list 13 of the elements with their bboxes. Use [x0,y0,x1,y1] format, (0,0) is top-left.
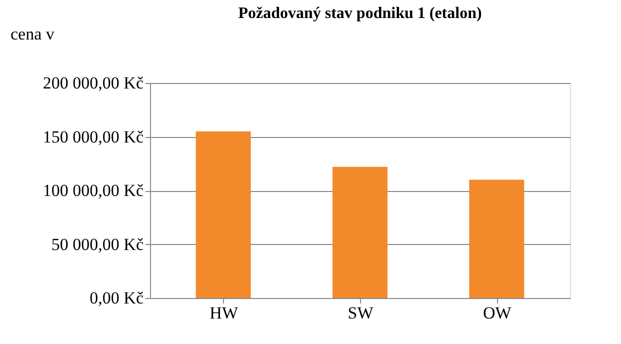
bar [332,166,388,298]
y-tick-label: 100 000,00 Kč [42,181,144,200]
y-tick-label: 200 000,00 Kč [42,74,144,92]
y-axis-title: cena v [10,24,55,44]
chart-title: Požadovaný stav podniku 1 (etalon) [238,5,482,22]
bar [469,180,524,298]
y-tick-label: 150 000,00 Kč [42,127,144,146]
x-tick-label: SW [348,304,374,322]
y-tick-label: 50 000,00 Kč [51,234,144,254]
bar [196,131,251,298]
x-tick-label: HW [210,304,239,322]
y-tick-label: 0,00 Kč [90,288,144,308]
x-tick-label: OW [483,304,512,322]
